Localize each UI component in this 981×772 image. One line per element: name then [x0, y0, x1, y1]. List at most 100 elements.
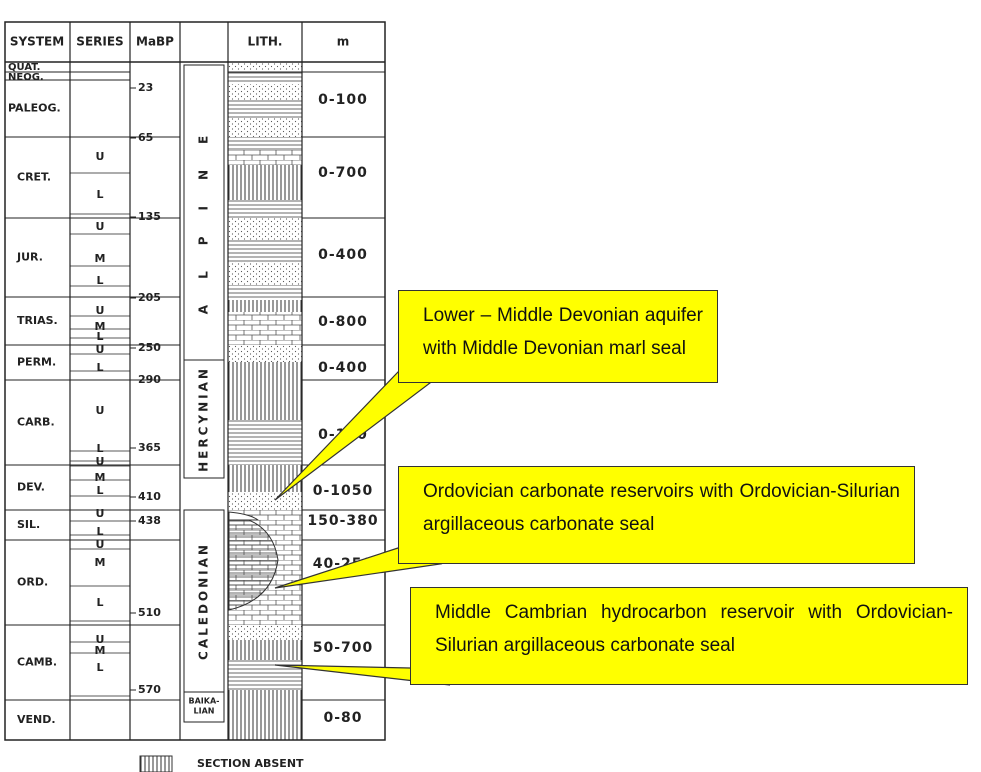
- series-label: U: [96, 538, 105, 551]
- thickness-label: 150-380: [307, 513, 378, 529]
- lith-wedge: [228, 511, 260, 521]
- system-label: TRIAS.: [17, 314, 58, 327]
- thickness-label: 0-400: [318, 247, 368, 263]
- lith-pattern: [228, 240, 302, 262]
- system-label: PALEOG.: [8, 102, 61, 115]
- thickness-label: 0-800: [318, 314, 368, 330]
- series-label: L: [96, 661, 103, 674]
- lith-wedge: [228, 514, 279, 611]
- lith-pattern: [228, 137, 302, 150]
- frame: [4, 21, 386, 741]
- thickness-label: 0-1050: [313, 483, 374, 499]
- series-label: U: [96, 404, 105, 417]
- orogeny-box: [183, 359, 225, 479]
- ma-label: 250: [138, 341, 161, 354]
- series-label: U: [96, 633, 105, 646]
- series-label: M: [95, 644, 106, 657]
- orogeny-label: ALPINE: [197, 110, 211, 314]
- series-label: L: [96, 188, 103, 201]
- header-label: SERIES: [76, 35, 123, 49]
- system-label: NEOG.: [8, 72, 44, 83]
- lith-pattern: [228, 690, 302, 700]
- lith-pattern: [228, 700, 302, 740]
- lith-pattern: [228, 200, 302, 218]
- series-label: M: [95, 252, 106, 265]
- series-label: L: [96, 484, 103, 497]
- orogeny-label: CALEDONIAN: [197, 542, 211, 660]
- header-label: SYSTEM: [10, 35, 64, 49]
- lith-pattern: [228, 380, 302, 420]
- ma-label: 205: [138, 291, 161, 304]
- series-label: U: [96, 507, 105, 520]
- lith-pattern: [228, 118, 302, 137]
- series-label: U: [96, 455, 105, 468]
- system-label: SIL.: [17, 518, 40, 531]
- ma-label: 290: [138, 373, 161, 386]
- system-label: QUAT.: [8, 62, 40, 73]
- system-label: PERM.: [17, 356, 56, 369]
- orogeny-label: LIAN: [194, 707, 215, 716]
- lith-pattern: [228, 165, 302, 200]
- ma-label: 510: [138, 606, 161, 619]
- header-label: MaBP: [136, 35, 174, 49]
- thickness-label: 0-400: [318, 360, 368, 376]
- lith-pattern: [228, 345, 302, 362]
- ma-label: 570: [138, 683, 161, 696]
- system-label: CAMB.: [17, 656, 57, 669]
- ma-label: 365: [138, 441, 161, 454]
- lith-pattern: [228, 150, 302, 165]
- system-label: JUR.: [16, 251, 43, 264]
- ma-label: 410: [138, 490, 161, 503]
- lith-pattern: [228, 492, 302, 510]
- series-label: L: [96, 274, 103, 287]
- series-label: M: [95, 556, 106, 569]
- thickness-label: 50-700: [313, 640, 374, 656]
- series-label: L: [96, 525, 103, 538]
- lith-pattern: [228, 420, 302, 465]
- lith-pattern: [228, 70, 302, 84]
- system-label: CARB.: [17, 416, 55, 429]
- lith-pattern: [228, 262, 302, 285]
- series-label: L: [96, 330, 103, 343]
- lith-pattern: [228, 285, 302, 300]
- series-label: L: [96, 596, 103, 609]
- lith-pattern: [228, 640, 302, 660]
- lith-pattern: [228, 625, 302, 640]
- system-label: VEND.: [17, 713, 56, 726]
- callout: Middle Cambrian hydrocarbon reservoir wi…: [410, 587, 968, 685]
- series-label: U: [96, 220, 105, 233]
- system-label: ORD.: [17, 576, 48, 589]
- series-label: L: [96, 361, 103, 374]
- series-label: L: [96, 442, 103, 455]
- header-label: LITH.: [248, 35, 283, 49]
- lith-pattern: [228, 312, 302, 345]
- system-label: DEV.: [17, 481, 45, 494]
- lith-pattern: [228, 100, 302, 118]
- thickness-label: 0-100: [318, 92, 368, 108]
- legend-label: SECTION ABSENT: [197, 757, 304, 770]
- thickness-label: 0-80: [323, 710, 362, 726]
- series-label: U: [96, 343, 105, 356]
- series-label: M: [95, 471, 106, 484]
- orogeny-box: [183, 691, 225, 723]
- series-label: U: [96, 304, 105, 317]
- thickness-label: 0-700: [318, 165, 368, 181]
- series-label: U: [96, 150, 105, 163]
- ma-label: 135: [138, 210, 161, 223]
- legend-swatch: [139, 755, 173, 772]
- orogeny-label: HERCYNIAN: [197, 366, 211, 472]
- orogeny-label: BAIKA-: [189, 697, 220, 706]
- lith-pattern: [228, 218, 302, 240]
- lith-pattern: [228, 660, 302, 690]
- ma-label: 23: [138, 81, 153, 94]
- callout: Ordovician carbonate reservoirs with Ord…: [398, 466, 915, 564]
- system-label: CRET.: [17, 171, 51, 184]
- lith-pattern: [228, 84, 302, 100]
- lith-pattern: [228, 300, 302, 312]
- callout: Lower – Middle Devonian aquifer with Mid…: [398, 290, 718, 383]
- header-label: m: [337, 35, 350, 49]
- ma-label: 65: [138, 131, 153, 144]
- lith-pattern: [228, 362, 302, 380]
